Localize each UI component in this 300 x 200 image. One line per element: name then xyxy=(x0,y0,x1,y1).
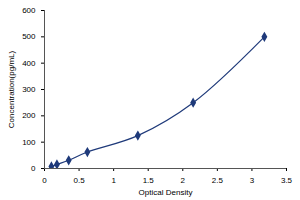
svg-text:Optical Density: Optical Density xyxy=(139,188,193,197)
svg-text:3.5: 3.5 xyxy=(281,176,293,185)
svg-text:600: 600 xyxy=(22,6,36,15)
svg-text:1: 1 xyxy=(111,176,116,185)
svg-text:2: 2 xyxy=(181,176,186,185)
svg-text:200: 200 xyxy=(22,111,36,120)
svg-text:100: 100 xyxy=(22,138,36,147)
svg-text:Concentration(pg/mL): Concentration(pg/mL) xyxy=(7,50,16,128)
svg-text:0: 0 xyxy=(42,176,47,185)
svg-text:500: 500 xyxy=(22,32,36,41)
svg-text:0: 0 xyxy=(31,164,36,173)
svg-text:400: 400 xyxy=(22,59,36,68)
svg-text:3: 3 xyxy=(250,176,255,185)
svg-text:0.5: 0.5 xyxy=(74,176,86,185)
svg-text:1.5: 1.5 xyxy=(143,176,155,185)
svg-text:2.5: 2.5 xyxy=(212,176,224,185)
svg-text:300: 300 xyxy=(22,85,36,94)
